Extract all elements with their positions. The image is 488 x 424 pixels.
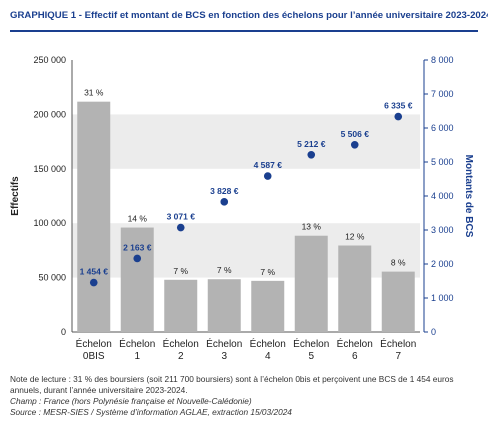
x-tick-label: 4 — [265, 351, 271, 362]
y-tick-label: 0 — [61, 327, 66, 337]
chart-title-prefix: GRAPHIQUE 1 — [10, 10, 77, 21]
y-tick-label: 200 000 — [33, 109, 66, 119]
amount-label: 1 454 € — [80, 267, 109, 277]
x-tick-label: 5 — [308, 351, 314, 362]
x-tick-label: Échelon — [206, 337, 242, 350]
y2-tick-label: 3 000 — [431, 225, 454, 235]
note-champ: Champ : France (hors Polynésie française… — [10, 396, 252, 406]
x-tick-label: Échelon — [76, 337, 112, 350]
bar — [338, 245, 372, 332]
note-lecture: Note de lecture : 31 % des boursiers (so… — [10, 374, 454, 395]
amount-point — [350, 140, 359, 149]
amount-point — [307, 150, 316, 159]
y-axis-title: Effectifs — [10, 176, 21, 216]
amount-point — [89, 278, 98, 287]
chart-notes: Note de lecture : 31 % des boursiers (so… — [10, 374, 480, 418]
x-tick-label: 3 — [221, 351, 227, 362]
x-tick-label: Échelon — [337, 337, 373, 350]
amount-point — [176, 223, 185, 232]
amount-label: 3 828 € — [210, 186, 239, 196]
y2-tick-label: 8 000 — [431, 55, 454, 65]
grid-band — [72, 114, 420, 169]
x-tick-label: Échelon — [380, 337, 416, 350]
y-tick-label: 250 000 — [33, 55, 66, 65]
bar — [381, 271, 415, 332]
y-tick-label: 50 000 — [38, 273, 66, 283]
bar — [164, 279, 198, 332]
y2-tick-label: 2 000 — [431, 259, 454, 269]
amount-point — [133, 254, 142, 263]
amount-label: 5 506 € — [341, 129, 370, 139]
amount-point — [263, 172, 272, 180]
x-tick-label: 6 — [352, 351, 358, 362]
x-tick-label: 1 — [134, 351, 140, 362]
bar-label: 14 % — [128, 214, 148, 224]
x-tick-label: 7 — [395, 351, 401, 362]
x-tick-label: 0BIS — [83, 351, 105, 362]
y2-tick-label: 7 000 — [431, 89, 454, 99]
y2-tick-label: 0 — [431, 327, 436, 337]
bar-label: 7 % — [173, 266, 188, 276]
bar — [207, 279, 241, 332]
y2-tick-label: 6 000 — [431, 123, 454, 133]
y2-tick-label: 5 000 — [431, 157, 454, 167]
bar — [251, 280, 285, 332]
x-tick-label: Échelon — [293, 337, 329, 350]
bar — [294, 235, 328, 332]
bar-label: 13 % — [302, 222, 322, 232]
y2-tick-label: 1 000 — [431, 293, 454, 303]
bar-label: 7 % — [260, 267, 275, 277]
x-tick-label: Échelon — [250, 337, 286, 350]
bar-label: 31 % — [84, 88, 104, 98]
bar — [77, 101, 111, 332]
amount-label: 6 335 € — [384, 101, 413, 111]
amount-point — [220, 198, 229, 206]
chart-title: GRAPHIQUE 1 - Effectif et montant de BCS… — [10, 10, 488, 21]
chart-title-text: - Effectif et montant de BCS en fonction… — [76, 10, 488, 21]
amount-label: 2 163 € — [123, 242, 152, 252]
note-source: Source : MESR-SIES / Système d’informati… — [10, 407, 292, 417]
x-tick-label: Échelon — [163, 337, 199, 350]
bar-label: 12 % — [345, 232, 365, 242]
x-tick-label: Échelon — [119, 337, 155, 350]
y-tick-label: 150 000 — [33, 164, 66, 174]
amount-label: 5 212 € — [297, 139, 326, 149]
bar-label: 7 % — [217, 265, 232, 275]
bar — [120, 227, 154, 332]
title-rule — [10, 30, 478, 32]
amount-point — [394, 112, 403, 121]
x-tick-label: 2 — [178, 351, 184, 362]
amount-label: 3 071 € — [167, 212, 196, 222]
bar-label: 8 % — [391, 258, 406, 268]
y2-tick-label: 4 000 — [431, 191, 454, 201]
y2-axis-title: Montants de BCS — [463, 155, 474, 238]
amount-label: 4 587 € — [254, 160, 283, 170]
y-tick-label: 100 000 — [33, 218, 66, 228]
